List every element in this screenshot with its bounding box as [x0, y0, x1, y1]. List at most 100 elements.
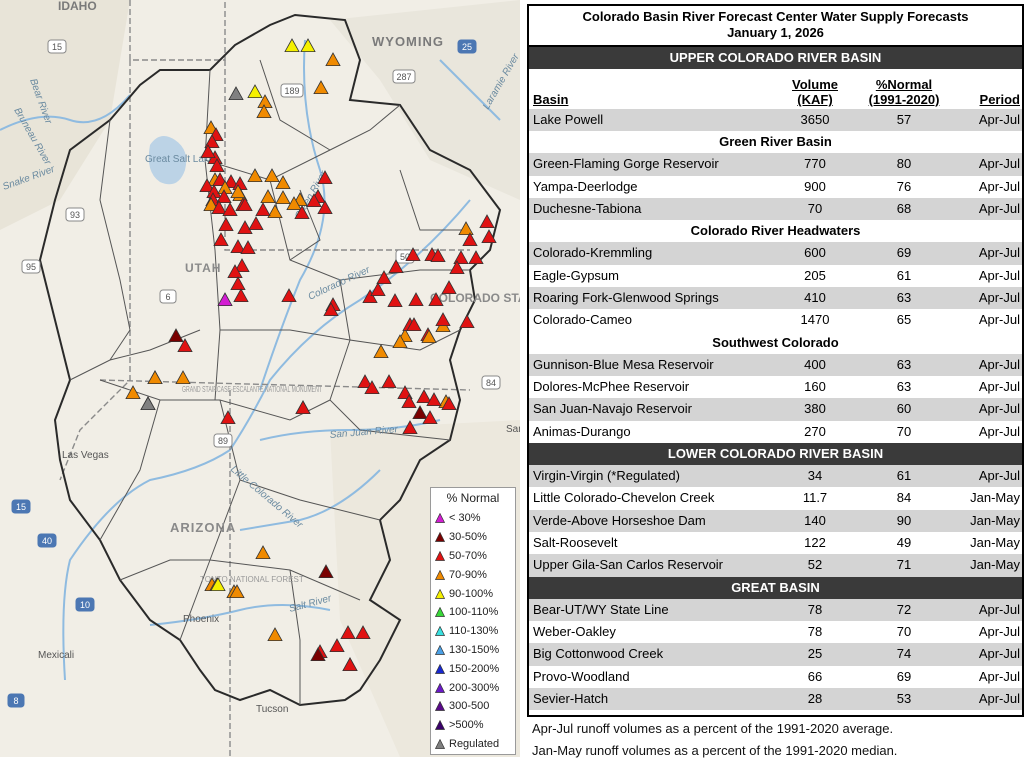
forecast-marker[interactable] — [218, 217, 234, 232]
forecast-marker[interactable] — [362, 289, 378, 304]
forecast-marker[interactable] — [286, 196, 302, 211]
table-row: Lake Powell 3650 57 Apr-Jul — [529, 109, 1022, 132]
forecast-marker[interactable] — [227, 264, 243, 279]
forecast-marker[interactable] — [421, 329, 437, 344]
forecast-marker[interactable] — [284, 38, 300, 52]
forecast-marker[interactable] — [217, 292, 233, 307]
forecast-marker[interactable] — [310, 647, 326, 661]
forecast-marker[interactable] — [408, 292, 424, 307]
forecast-marker[interactable] — [387, 293, 403, 308]
forecast-marker[interactable] — [416, 389, 432, 404]
forecast-marker[interactable] — [435, 312, 451, 327]
forecast-marker[interactable] — [458, 221, 474, 236]
forecast-marker[interactable] — [223, 174, 239, 189]
forecast-marker[interactable] — [325, 52, 341, 66]
forecast-marker[interactable] — [370, 282, 386, 297]
forecast-marker[interactable] — [468, 250, 484, 265]
forecast-marker[interactable] — [430, 248, 446, 263]
forecast-marker[interactable] — [441, 280, 457, 295]
forecast-marker[interactable] — [199, 178, 215, 193]
forecast-marker[interactable] — [355, 625, 371, 639]
forecast-marker[interactable] — [168, 328, 184, 343]
forecast-marker[interactable] — [422, 410, 438, 425]
forecast-marker[interactable] — [247, 84, 263, 98]
forecast-marker[interactable] — [264, 168, 280, 183]
forecast-marker[interactable] — [388, 259, 404, 274]
shield-84: 84 — [481, 375, 501, 390]
forecast-marker[interactable] — [230, 184, 246, 199]
forecast-marker[interactable] — [479, 214, 495, 229]
forecast-marker[interactable] — [175, 370, 191, 385]
forecast-marker[interactable] — [125, 385, 141, 400]
forecast-marker[interactable] — [317, 170, 333, 185]
lower-colorado-line — [62, 449, 231, 681]
forecast-marker[interactable] — [200, 144, 216, 159]
shield-287: 287 — [392, 69, 416, 84]
forecast-marker[interactable] — [275, 175, 291, 190]
forecast-marker[interactable] — [281, 288, 297, 303]
forecast-marker[interactable] — [233, 288, 249, 303]
forecast-marker[interactable] — [210, 577, 226, 591]
forecast-marker[interactable] — [230, 239, 246, 254]
forecast-marker[interactable] — [295, 400, 311, 415]
forecast-marker[interactable] — [364, 380, 380, 395]
forecast-marker[interactable] — [211, 200, 227, 215]
forecast-marker[interactable] — [313, 80, 329, 94]
forecast-marker[interactable] — [213, 232, 229, 247]
forecast-marker[interactable] — [402, 420, 418, 435]
forecast-marker[interactable] — [459, 314, 475, 329]
forecast-marker[interactable] — [237, 197, 253, 212]
forecast-marker[interactable] — [203, 197, 219, 212]
forecast-marker[interactable] — [267, 204, 283, 219]
forecast-marker[interactable] — [294, 205, 310, 220]
forecast-marker[interactable] — [248, 216, 264, 231]
forecast-marker[interactable] — [317, 200, 333, 215]
forecast-marker[interactable] — [220, 410, 236, 425]
forecast-marker[interactable] — [329, 638, 345, 652]
forecast-marker[interactable] — [428, 292, 444, 307]
forecast-marker[interactable] — [140, 396, 156, 411]
forecast-marker[interactable] — [230, 276, 246, 291]
forecast-marker[interactable] — [462, 232, 478, 247]
forecast-marker[interactable] — [441, 396, 457, 411]
forecast-marker[interactable] — [260, 189, 276, 204]
forecast-marker[interactable] — [401, 394, 417, 409]
forecast-marker[interactable] — [209, 158, 225, 173]
forecast-marker[interactable] — [247, 168, 263, 183]
forecast-marker[interactable] — [481, 229, 497, 244]
forecast-marker[interactable] — [212, 172, 228, 187]
forecast-marker[interactable] — [229, 584, 245, 598]
forecast-marker[interactable] — [426, 392, 442, 407]
forecast-marker[interactable] — [255, 202, 271, 217]
forecast-marker[interactable] — [406, 317, 422, 332]
forecast-marker[interactable] — [405, 247, 421, 262]
forecast-marker[interactable] — [449, 260, 465, 275]
forecast-marker[interactable] — [256, 104, 272, 118]
forecast-marker[interactable] — [222, 202, 238, 217]
forecast-marker[interactable] — [255, 545, 271, 559]
forecast-marker[interactable] — [300, 38, 316, 52]
forecast-marker[interactable] — [376, 270, 392, 285]
forecast-marker[interactable] — [357, 374, 373, 389]
forecast-marker[interactable] — [234, 258, 250, 273]
forecast-marker[interactable] — [373, 344, 389, 359]
forecast-marker[interactable] — [453, 250, 469, 265]
forecast-marker[interactable] — [216, 189, 232, 204]
forecast-marker[interactable] — [340, 625, 356, 639]
forecast-marker[interactable] — [412, 405, 428, 420]
forecast-marker[interactable] — [381, 374, 397, 389]
forecast-marker[interactable] — [318, 564, 334, 578]
forecast-marker[interactable] — [237, 220, 253, 235]
forecast-marker[interactable] — [342, 657, 358, 671]
forecast-marker[interactable] — [240, 240, 256, 255]
forecast-marker[interactable] — [177, 338, 193, 353]
shield-93: 93 — [65, 207, 85, 222]
forecast-marker[interactable] — [323, 302, 339, 317]
forecast-marker[interactable] — [392, 334, 408, 349]
forecast-marker[interactable] — [275, 190, 291, 205]
forecast-marker[interactable] — [204, 134, 220, 149]
forecast-marker[interactable] — [306, 193, 322, 208]
forecast-marker[interactable] — [228, 86, 244, 100]
forecast-marker[interactable] — [267, 627, 283, 641]
forecast-marker[interactable] — [147, 370, 163, 385]
